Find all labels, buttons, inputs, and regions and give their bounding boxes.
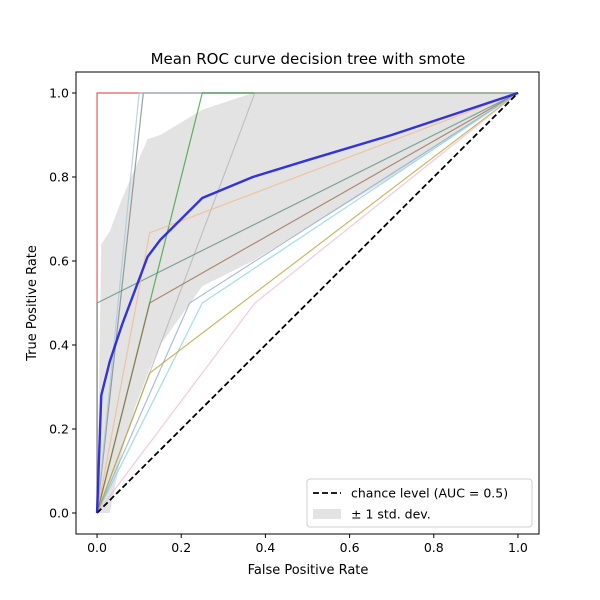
fold-roc-curve-12 — [96, 92, 519, 514]
y-tick-label: 0.8 — [49, 170, 69, 185]
x-tick-label: 0.6 — [340, 540, 360, 555]
legend: chance level (AUC = 0.5) ± 1 std. dev. — [306, 478, 533, 528]
legend-label: ± 1 std. dev. — [351, 507, 431, 522]
y-tick-label: 1.0 — [49, 86, 69, 101]
fold-roc-curve-9 — [96, 92, 519, 514]
axes-frame — [75, 71, 540, 535]
x-tick-label: 0.0 — [87, 540, 107, 555]
fold-roc-curve-11 — [96, 92, 519, 514]
mean-roc-curve — [95, 91, 519, 514]
fold-roc-curve-10 — [96, 92, 519, 514]
fold-roc-curve-8 — [96, 92, 519, 514]
chance-level-line — [96, 92, 519, 514]
y-tick-label: 0.6 — [49, 254, 69, 269]
x-axis-label: False Positive Rate — [248, 563, 369, 578]
fold-roc-curve-7 — [96, 92, 519, 514]
x-tick-label: 0.2 — [171, 540, 191, 555]
y-tick-label: 0.2 — [49, 422, 69, 437]
fold-roc-curve-6 — [96, 92, 519, 513]
x-tick-label: 1.0 — [508, 540, 528, 555]
plot-area — [95, 91, 519, 514]
x-tick-label: 0.4 — [255, 540, 275, 555]
legend-label: chance level (AUC = 0.5) — [351, 486, 508, 501]
x-tick-label: 0.8 — [424, 540, 444, 555]
chart-title: Mean ROC curve decision tree with smote — [151, 50, 466, 68]
y-tick-label: 0.4 — [49, 338, 69, 353]
axes: 0.0 0.2 0.4 0.6 0.8 1.0 0.0 0.2 0.4 0.6 0.8 1.0 — [49, 71, 540, 555]
y-axis-label: True Positive Rate — [25, 245, 40, 362]
y-tick-label: 0.0 — [49, 506, 69, 521]
legend-box — [306, 478, 533, 528]
legend-swatch-band — [313, 509, 341, 519]
